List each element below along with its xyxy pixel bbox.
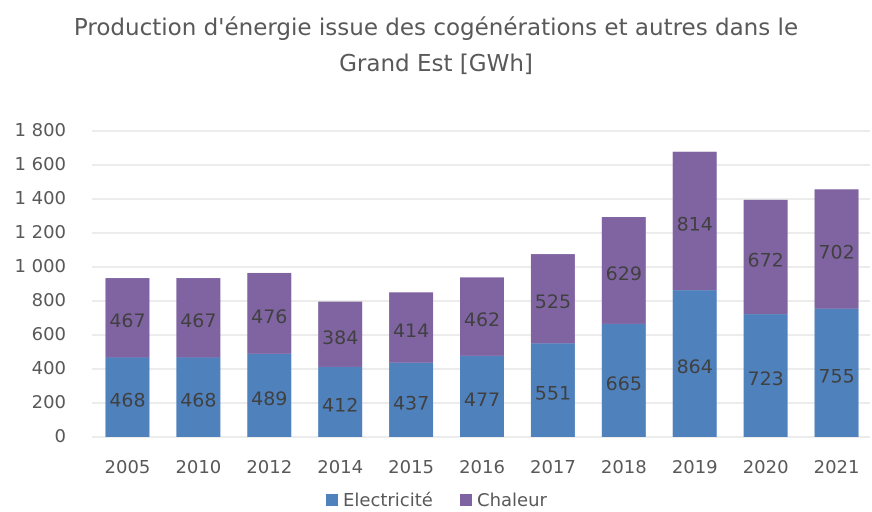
bar-segment bbox=[601, 323, 646, 437]
bar-segment bbox=[672, 151, 717, 291]
value-label: 525 bbox=[535, 291, 571, 313]
bar-segment bbox=[672, 290, 717, 437]
y-tick-label: 800 bbox=[32, 290, 66, 311]
y-tick-label: 1 600 bbox=[14, 154, 66, 175]
x-tick-label: 2021 bbox=[814, 457, 860, 478]
value-label: 755 bbox=[818, 365, 854, 387]
bar-segment bbox=[247, 353, 292, 437]
value-label: 489 bbox=[251, 388, 287, 410]
y-tick-label: 0 bbox=[55, 426, 66, 447]
value-label: 665 bbox=[606, 373, 642, 395]
legend-swatch bbox=[326, 494, 338, 506]
x-tick-label: 2015 bbox=[388, 457, 434, 478]
legend-label: Chaleur bbox=[477, 490, 547, 511]
x-tick-label: 2019 bbox=[672, 457, 718, 478]
value-label: 384 bbox=[322, 327, 358, 349]
bar-segment bbox=[601, 217, 646, 324]
value-label: 723 bbox=[748, 368, 784, 390]
value-label: 629 bbox=[606, 263, 642, 285]
value-label: 467 bbox=[109, 310, 145, 332]
x-tick-label: 2014 bbox=[317, 457, 363, 478]
y-tick-label: 200 bbox=[32, 392, 66, 413]
value-label: 467 bbox=[180, 310, 216, 332]
value-label: 864 bbox=[677, 356, 713, 378]
bar-segment bbox=[105, 278, 150, 358]
x-tick-label: 2020 bbox=[743, 457, 789, 478]
value-label: 551 bbox=[535, 383, 571, 405]
y-tick-label: 1 800 bbox=[14, 120, 66, 141]
legend-swatch bbox=[460, 494, 472, 506]
bar-segment bbox=[460, 355, 504, 437]
value-label: 814 bbox=[677, 213, 713, 235]
value-label: 468 bbox=[180, 390, 216, 412]
bar-segment bbox=[389, 292, 434, 363]
value-label: 437 bbox=[393, 392, 429, 414]
x-tick-label: 2018 bbox=[601, 457, 647, 478]
bar-segment bbox=[318, 366, 363, 437]
value-label: 702 bbox=[818, 241, 854, 263]
value-label: 412 bbox=[322, 394, 358, 416]
y-tick-label: 1 400 bbox=[14, 188, 66, 209]
bar-segment bbox=[176, 357, 221, 437]
bar-segment bbox=[814, 308, 859, 437]
bar-segment bbox=[247, 272, 292, 354]
y-tick-label: 1 000 bbox=[14, 256, 66, 277]
bar-segment bbox=[389, 362, 434, 437]
x-tick-label: 2012 bbox=[246, 457, 292, 478]
bar-segment bbox=[176, 278, 221, 358]
bar-segment bbox=[460, 277, 504, 356]
bar-segment bbox=[530, 254, 575, 344]
value-label: 462 bbox=[464, 309, 500, 331]
bar-segment bbox=[743, 199, 788, 315]
value-label: 672 bbox=[748, 249, 784, 271]
value-label: 414 bbox=[393, 320, 429, 342]
value-label: 476 bbox=[251, 306, 287, 328]
y-tick-label: 1 200 bbox=[14, 222, 66, 243]
y-tick-label: 400 bbox=[32, 358, 66, 379]
chart-title: Production d'énergie issue des cogénérat… bbox=[73, 15, 799, 77]
value-label: 477 bbox=[464, 389, 500, 411]
bar-segment bbox=[743, 314, 788, 437]
bar-segment bbox=[814, 189, 859, 309]
x-tick-label: 2017 bbox=[530, 457, 576, 478]
y-tick-label: 600 bbox=[32, 324, 66, 345]
bar-segment bbox=[105, 357, 150, 437]
bar-segment bbox=[318, 301, 363, 367]
value-label: 468 bbox=[109, 390, 145, 412]
bar-segment bbox=[530, 343, 575, 437]
x-tick-label: 2016 bbox=[459, 457, 505, 478]
legend-label: Electricité bbox=[343, 490, 433, 511]
x-tick-label: 2005 bbox=[105, 457, 151, 478]
x-tick-label: 2010 bbox=[175, 457, 221, 478]
